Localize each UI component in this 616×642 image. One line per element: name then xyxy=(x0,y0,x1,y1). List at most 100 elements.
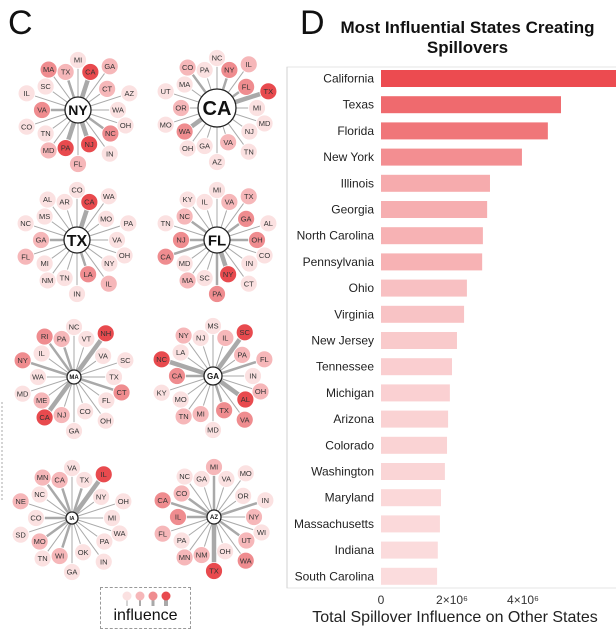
node-co: CO xyxy=(172,484,191,503)
bar-row: South Carolina xyxy=(295,567,438,585)
category-label: Arizona xyxy=(333,412,374,426)
svg-text:NC: NC xyxy=(179,212,190,221)
category-label: Texas xyxy=(343,98,374,112)
category-label: Colorado xyxy=(325,438,374,452)
node-sc: SC xyxy=(116,351,135,370)
svg-text:NJ: NJ xyxy=(245,127,254,136)
node-tx: TX xyxy=(75,471,94,489)
bar-row: Virginia xyxy=(334,305,465,323)
bar xyxy=(381,384,450,402)
svg-text:ME: ME xyxy=(36,396,47,405)
node-ga: GA xyxy=(195,137,214,155)
node-pa: PA xyxy=(208,285,226,303)
svg-text:MI: MI xyxy=(108,514,116,523)
node-al: AL xyxy=(236,390,255,409)
bar-row: Michigan xyxy=(326,384,450,402)
bar xyxy=(381,489,441,507)
svg-text:SC: SC xyxy=(40,82,51,91)
node-ca: CA xyxy=(80,193,99,211)
category-label: Virginia xyxy=(334,307,374,321)
svg-text:VA: VA xyxy=(225,198,234,207)
svg-text:CA: CA xyxy=(157,496,167,505)
svg-text:CT: CT xyxy=(102,84,112,93)
svg-text:MA: MA xyxy=(179,80,190,89)
node-mo: MO xyxy=(171,390,190,409)
node-in: IN xyxy=(240,254,259,273)
category-label: New Jersey xyxy=(311,334,374,348)
svg-text:NC: NC xyxy=(20,219,31,228)
svg-text:NY: NY xyxy=(249,513,259,522)
node-il: IL xyxy=(195,193,214,211)
node-ny: NY xyxy=(219,265,238,284)
node-sc: SC xyxy=(36,77,55,96)
category-label: Illinois xyxy=(341,176,374,190)
node-pa: PA xyxy=(233,345,252,364)
svg-text:IL: IL xyxy=(202,198,208,207)
node-me: ME xyxy=(32,391,51,410)
svg-text:PA: PA xyxy=(124,219,133,228)
node-va: VA xyxy=(235,410,254,429)
plot-frame xyxy=(286,66,616,589)
node-ca: CA xyxy=(81,63,100,81)
node-mo: MO xyxy=(97,209,116,228)
node-sd: SD xyxy=(11,525,30,544)
node-mi: MI xyxy=(103,509,121,527)
svg-text:UT: UT xyxy=(161,87,171,96)
node-ga: GA xyxy=(100,57,119,76)
node-ma: MA xyxy=(175,75,194,94)
svg-text:AL: AL xyxy=(264,219,273,228)
svg-text:OR: OR xyxy=(237,491,249,500)
node-mi: MI xyxy=(208,181,226,199)
svg-text:IL: IL xyxy=(101,470,107,479)
svg-text:TX: TX xyxy=(209,567,219,576)
svg-text:TX: TX xyxy=(244,192,254,201)
legend-pin-2 xyxy=(135,591,145,601)
node-ca: CA xyxy=(156,247,175,266)
node-wa: WA xyxy=(109,101,127,119)
svg-text:VA: VA xyxy=(223,138,232,147)
node-tx: TX xyxy=(239,187,258,206)
node-tn: TN xyxy=(36,124,55,143)
svg-text:MA: MA xyxy=(43,65,54,74)
bar-row: Colorado xyxy=(325,436,448,454)
category-label: Tennessee xyxy=(316,360,374,374)
svg-text:TX: TX xyxy=(264,87,274,96)
svg-text:IN: IN xyxy=(100,557,108,566)
svg-text:FL: FL xyxy=(102,396,111,405)
svg-text:SC: SC xyxy=(120,356,131,365)
category-label: New York xyxy=(323,150,375,164)
bar-row: Arizona xyxy=(333,410,449,428)
category-label: California xyxy=(323,72,374,86)
svg-text:IL: IL xyxy=(246,60,252,69)
bar xyxy=(381,410,449,428)
node-nc: NC xyxy=(65,318,83,336)
node-fl: FL xyxy=(97,391,116,410)
category-label: Florida xyxy=(337,124,374,138)
edge xyxy=(71,517,105,562)
svg-text:NJ: NJ xyxy=(176,236,185,245)
node-tn: TN xyxy=(33,549,52,568)
legend-pin-1 xyxy=(122,591,132,601)
svg-text:WA: WA xyxy=(179,127,191,136)
node-in: IN xyxy=(68,285,86,303)
svg-text:TN: TN xyxy=(38,554,48,563)
node-al: AL xyxy=(259,214,278,233)
node-nc: NC xyxy=(152,350,171,369)
svg-text:MS: MS xyxy=(39,212,50,221)
hub-node: GA xyxy=(203,366,223,386)
svg-text:MD: MD xyxy=(207,426,219,435)
node-mn: MN xyxy=(175,548,194,567)
node-pa: PA xyxy=(52,330,71,348)
svg-text:SC: SC xyxy=(199,274,210,283)
node-tx: TX xyxy=(205,562,223,580)
node-co: CO xyxy=(178,58,197,77)
edge xyxy=(162,516,215,535)
svg-text:TN: TN xyxy=(41,129,51,138)
svg-text:OH: OH xyxy=(118,497,129,506)
svg-text:GA: GA xyxy=(36,236,47,245)
svg-text:AL: AL xyxy=(241,395,250,404)
node-in: IN xyxy=(256,491,275,510)
svg-text:WA: WA xyxy=(103,192,115,201)
